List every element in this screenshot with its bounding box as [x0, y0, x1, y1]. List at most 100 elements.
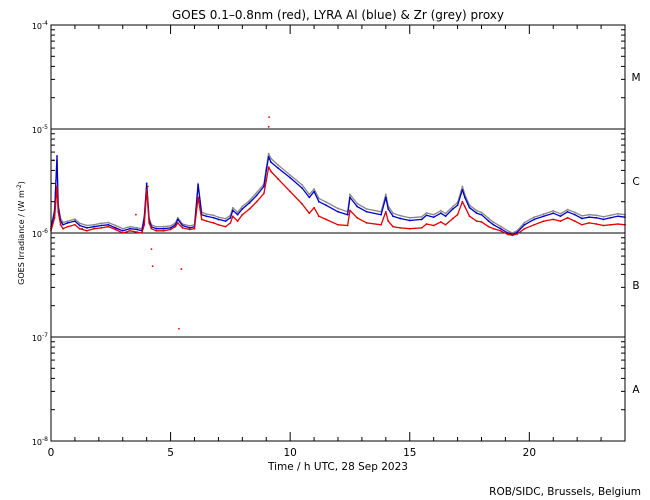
scatter-point	[268, 116, 271, 119]
series-point-2	[255, 191, 258, 194]
series-point-0	[107, 225, 110, 228]
series-point-2	[197, 182, 199, 185]
y-axis-label: GOES Irradiance / (W m-2)	[16, 181, 26, 285]
series-point-1	[566, 210, 569, 213]
series-point-0	[609, 223, 612, 226]
series-point-1	[289, 176, 292, 179]
series-point-0	[461, 200, 464, 203]
series-point-2	[559, 212, 562, 215]
credit-text: ROB/SIDC, Brussels, Belgium	[489, 486, 641, 498]
series-point-2	[224, 217, 227, 220]
y-tick-base: 10	[32, 334, 42, 343]
series-point-0	[176, 222, 179, 224]
series-point-2	[356, 202, 359, 205]
series-point-1	[107, 223, 110, 226]
series-point-1	[301, 187, 304, 190]
series-point-0	[365, 222, 368, 224]
series-point-0	[468, 215, 471, 218]
series-point-2	[317, 197, 320, 200]
scatter-point	[267, 125, 270, 128]
y-axis-ticks: 10-810-710-610-510-4	[32, 20, 625, 447]
series-point-2	[169, 225, 172, 227]
scatter-point	[180, 268, 183, 270]
series-point-0	[143, 223, 146, 226]
series-point-0	[270, 170, 272, 173]
series-point-1	[56, 155, 58, 157]
series-point-0	[224, 225, 227, 228]
series-point-0	[59, 223, 62, 226]
series-point-0	[66, 225, 69, 228]
flare-class-label-m: M	[631, 72, 640, 84]
y-tick-exponent: -5	[42, 124, 48, 131]
series-point-0	[289, 190, 292, 193]
series-point-2	[267, 152, 270, 155]
series-point-2	[439, 209, 442, 212]
series-point-0	[231, 215, 234, 218]
series-point-1	[559, 215, 562, 218]
series-point-0	[145, 188, 148, 191]
series-point-2	[566, 208, 569, 211]
series-point-2	[384, 193, 387, 196]
series-point-1	[425, 214, 428, 217]
series-point-2	[581, 215, 583, 217]
x-tick-label: 20	[523, 447, 536, 459]
series-point-1	[308, 196, 311, 199]
series-point-0	[356, 216, 359, 219]
series-point-2	[511, 232, 514, 234]
series-point-1	[241, 208, 244, 210]
flare-class-label-a: A	[632, 384, 640, 396]
series-point-2	[573, 211, 576, 214]
series-point-1	[387, 208, 390, 210]
series-point-2	[93, 223, 95, 226]
series-point-0	[511, 234, 514, 237]
series-point-2	[349, 193, 351, 196]
series-point-0	[248, 208, 251, 210]
series-point-2	[85, 224, 88, 227]
series-point-2	[308, 193, 311, 196]
series-point-1	[205, 215, 208, 218]
series-point-1	[408, 219, 411, 222]
series-point-1	[595, 216, 598, 219]
series-point-1	[188, 226, 191, 229]
y-axis-label-main: GOES Irradiance / (W m	[17, 190, 26, 285]
series-point-0	[506, 233, 509, 236]
series-point-0	[62, 227, 64, 230]
y-tick-exponent: -6	[42, 228, 48, 235]
series-point-0	[155, 229, 158, 232]
series-point-1	[456, 204, 459, 207]
series-point-0	[193, 227, 196, 230]
series-point-0	[255, 200, 258, 203]
y-axis-label-superscript: -2	[16, 184, 23, 190]
series-point-2	[499, 225, 502, 228]
series-point-1	[100, 224, 103, 227]
y-tick-base: 10	[32, 22, 42, 31]
series-point-2	[188, 225, 191, 227]
series-point-1	[392, 215, 394, 218]
series-point-0	[93, 227, 95, 230]
series-point-2	[176, 216, 179, 219]
y-tick-exponent: -4	[42, 20, 48, 27]
series-point-0	[262, 192, 265, 195]
series-point-2	[492, 221, 495, 224]
series-point-2	[231, 206, 234, 209]
series-point-0	[392, 225, 394, 228]
series-point-1	[581, 217, 583, 220]
series-point-0	[475, 220, 478, 223]
series-point-1	[129, 227, 131, 230]
series-point-2	[420, 215, 423, 218]
series-point-0	[516, 233, 519, 235]
series-point-0	[121, 232, 124, 234]
series-point-1	[399, 217, 402, 220]
series-point-0	[451, 217, 454, 220]
flare-class-labels: A B C M	[631, 72, 640, 396]
series-point-1	[265, 169, 268, 172]
series-point-2	[248, 199, 251, 202]
x-tick-label: 10	[283, 447, 296, 459]
x-tick-label: 0	[48, 447, 55, 459]
scatter-point	[81, 227, 83, 230]
series-point-0	[349, 209, 351, 212]
series-point-2	[162, 225, 165, 228]
series-point-2	[365, 208, 368, 210]
series-point-1	[346, 213, 349, 216]
